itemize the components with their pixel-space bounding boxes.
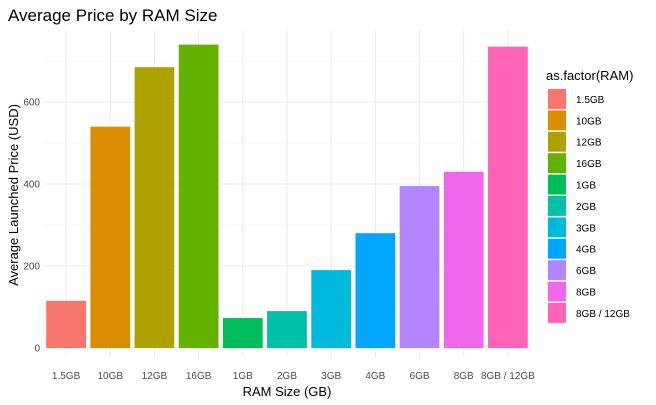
legend-label: 12GB: [576, 138, 602, 149]
legend-label: 1.5GB: [576, 95, 605, 106]
x-axis-title: RAM Size (GB): [243, 384, 332, 399]
legend-key: [548, 303, 566, 323]
x-tick-label: 10GB: [97, 371, 123, 382]
y-tick-label: 200: [23, 262, 40, 273]
legend-label: 6GB: [576, 266, 596, 277]
legend-key: [548, 153, 566, 174]
x-tick-label: 3GB: [321, 371, 341, 382]
legend-label: 1GB: [576, 181, 596, 192]
x-tick-label: 6GB: [410, 371, 430, 382]
bar: [267, 311, 307, 348]
bar: [311, 270, 352, 348]
legend-label: 3GB: [576, 223, 596, 234]
x-axis-ticks: 1.5GB 10GB 12GB 16GB 1GB 2GB 3GB 4GB 6GB 8GB 8GB /…: [52, 371, 535, 382]
x-tick-label: 8GB / 12GB: [481, 371, 535, 382]
bar: [355, 233, 396, 348]
legend-key: [548, 238, 566, 259]
legend-key: [548, 281, 566, 302]
x-tick-label: 8GB: [454, 371, 474, 382]
legend-label: 10GB: [576, 116, 602, 127]
legend-label: 4GB: [576, 245, 596, 256]
x-tick-label: 1GB: [233, 371, 253, 382]
legend-label: 8GB: [576, 288, 596, 299]
bar: [46, 300, 86, 348]
bar: [488, 46, 528, 349]
x-tick-label: 2GB: [277, 371, 297, 382]
bar: [178, 44, 219, 348]
y-tick-label: 600: [23, 98, 40, 109]
bar: [443, 171, 484, 348]
x-tick-label: 4GB: [365, 371, 385, 382]
x-tick-label: 1.5GB: [52, 371, 81, 382]
legend-label: 16GB: [576, 159, 602, 170]
bar: [222, 318, 263, 348]
legend-key: [548, 217, 566, 238]
legend-key: [548, 260, 566, 281]
y-tick-label: 400: [23, 180, 40, 191]
y-axis-ticks: 0 200 400 600: [23, 98, 40, 355]
legend-label: 2GB: [576, 202, 596, 213]
y-axis-title: Average Launched Price (USD): [6, 104, 21, 286]
legend-key: [548, 110, 566, 131]
x-tick-label: 16GB: [186, 371, 212, 382]
bar: [134, 67, 175, 349]
legend-key: [548, 174, 566, 195]
y-tick-label: 0: [34, 344, 40, 355]
legend-key: [548, 131, 566, 152]
x-tick-label: 12GB: [142, 371, 168, 382]
legend: as.factor(RAM) 1.5GB 10GB 12GB 16GB 1GB 2GB 3G…: [546, 68, 633, 323]
legend-key: [548, 89, 566, 109]
legend-title: as.factor(RAM): [546, 68, 633, 83]
bars: [46, 44, 528, 349]
bar: [90, 126, 131, 348]
bar: [399, 186, 440, 348]
chart-title: Average Price by RAM Size: [8, 6, 217, 25]
legend-label: 8GB / 12GB: [576, 309, 630, 320]
legend-key: [548, 196, 566, 216]
